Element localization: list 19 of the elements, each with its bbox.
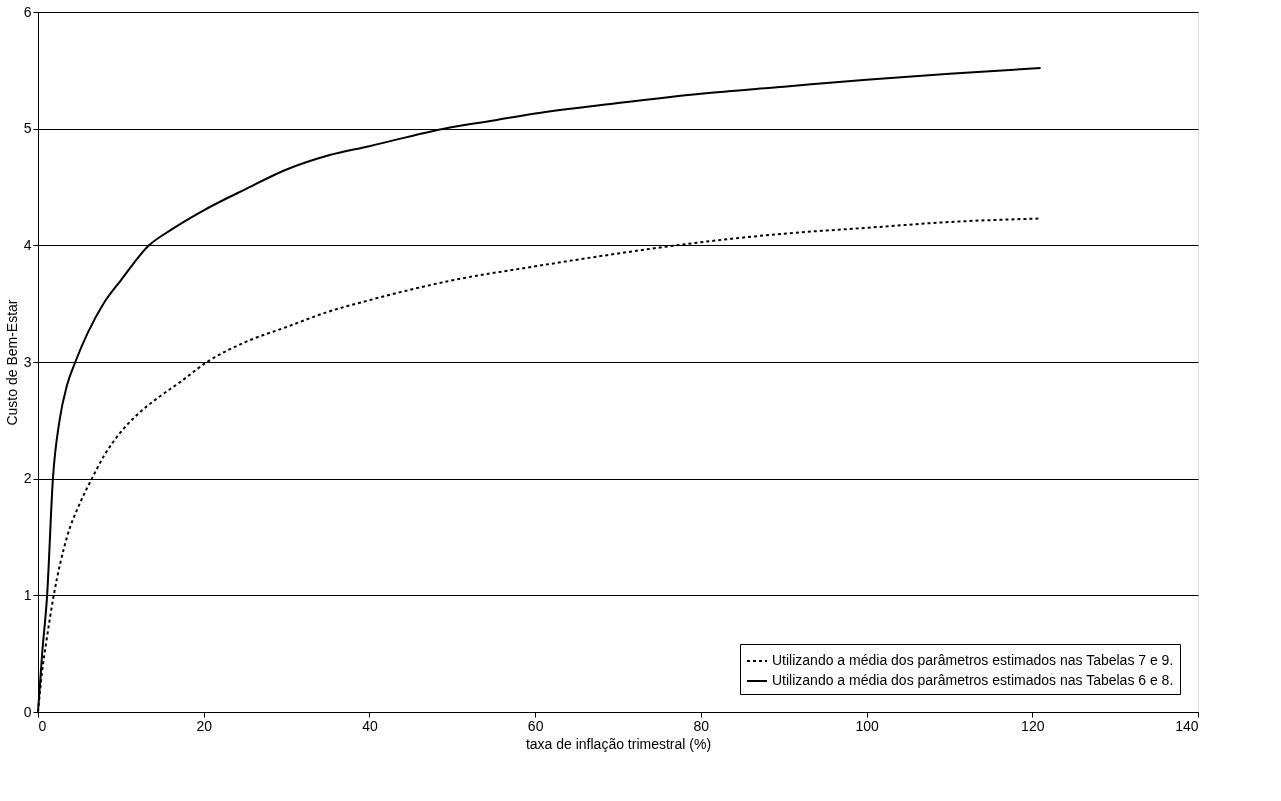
x-tick-label: 60 — [527, 717, 544, 734]
y-tick-label: 3 — [23, 353, 32, 370]
x-tick-label: 140 — [1175, 717, 1199, 734]
x-tick-label: 120 — [1021, 717, 1045, 734]
y-tick-label: 6 — [23, 3, 32, 20]
x-tick-label: 40 — [362, 717, 378, 734]
y-tick-label: 5 — [23, 120, 32, 137]
legend-label: Utilizando a média dos parâmetros estimados nas Tabelas 6 e 8. — [772, 672, 1174, 688]
x-tick-label: 20 — [196, 717, 213, 734]
x-axis-title: taxa de inflação trimestral (%) — [525, 735, 712, 752]
legend-label: Utilizando a média dos parâmetros estimados nas Tabelas 7 e 9. — [772, 652, 1174, 668]
x-tick-label: 100 — [855, 717, 879, 734]
y-tick-label: 4 — [23, 236, 32, 253]
y-axis-title: Custo de Bem-Estar — [3, 299, 20, 426]
y-tick-label: 2 — [23, 470, 32, 487]
x-tick-label: 0 — [38, 717, 47, 734]
y-tick-label: 1 — [23, 586, 32, 603]
x-tick-label: 80 — [693, 717, 710, 734]
y-tick-label: 0 — [23, 703, 32, 720]
